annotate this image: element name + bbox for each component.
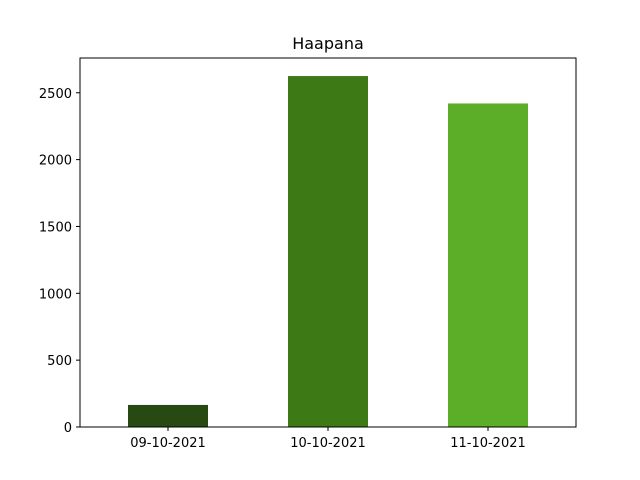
y-tick-label: 500 [47,354,72,369]
x-tick-label: 09-10-2021 [130,436,206,451]
y-tick-label: 1000 [39,287,72,302]
x-tick-label: 11-10-2021 [450,436,526,451]
bar-10-10-2021 [288,76,368,427]
y-tick-label: 2500 [39,87,72,102]
y-tick-label: 0 [64,421,72,436]
chart-title: Haapana [292,34,364,53]
bar-09-10-2021 [128,404,208,427]
bar-11-10-2021 [448,103,528,428]
y-tick-label: 2000 [39,154,72,169]
bars-group [128,76,528,428]
x-axis-ticks: 09-10-2021 10-10-2021 11-10-2021 [130,427,526,451]
x-tick-label: 10-10-2021 [290,436,366,451]
y-axis-ticks: 0 500 1000 1500 2000 2500 [39,87,80,436]
y-tick-label: 1500 [39,220,72,235]
plot-frame [79,57,577,428]
